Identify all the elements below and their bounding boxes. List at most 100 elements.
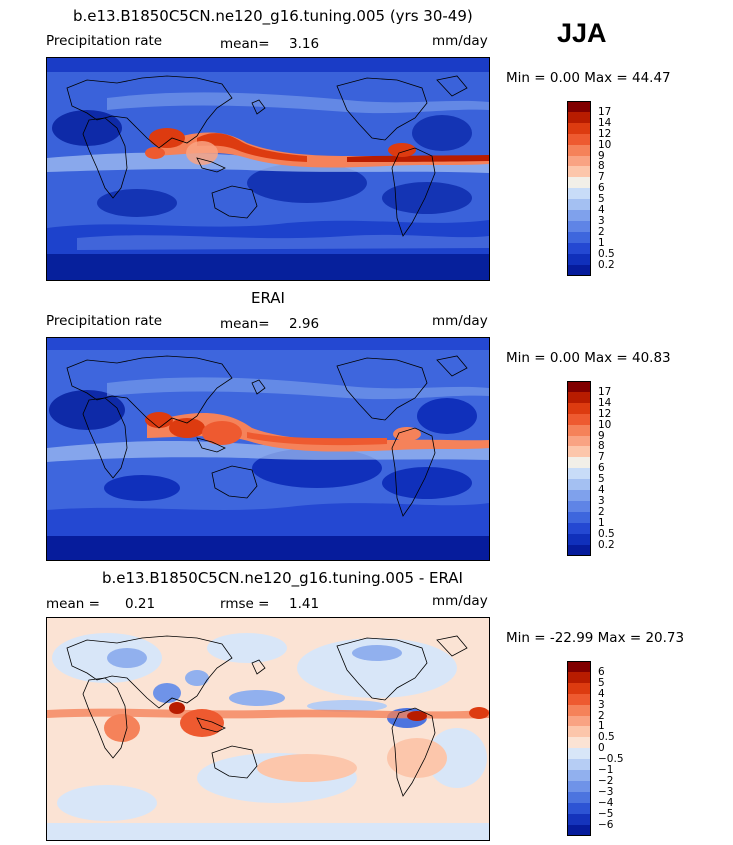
colorbar-tick-label: 0 [598, 742, 605, 755]
panel1-minmax: Min = 0.00 Max = 44.47 [506, 70, 671, 86]
colorbar-tick-label: 4 [598, 687, 605, 700]
colorbar-swatch [567, 166, 591, 178]
colorbar-swatch [567, 188, 591, 200]
colorbar-swatch [567, 704, 591, 716]
colorbar-tick-label: 1 [598, 236, 605, 249]
colorbar-tick-label: 0.5 [598, 247, 615, 260]
colorbar-swatch [567, 231, 591, 244]
colorbar-tick-label: 8 [598, 440, 605, 453]
panel1-precip-map [46, 57, 490, 281]
colorbar-swatch [567, 544, 591, 556]
colorbar-tick-label: 8 [598, 160, 605, 173]
colorbar-tick-label: 9 [598, 429, 605, 442]
colorbar-swatch [567, 693, 591, 706]
colorbar-tick-label: 12 [598, 407, 612, 420]
colorbar-tick-label: −0.5 [598, 753, 624, 766]
colorbar-swatch [567, 500, 591, 513]
colorbar-tick-label: 14 [598, 116, 612, 129]
colorbar-tick-label: 3 [598, 494, 605, 507]
colorbar-swatch [567, 111, 591, 124]
colorbar-tick-label: 4 [598, 204, 605, 216]
colorbar-tick-label: 10 [598, 138, 612, 151]
colorbar-tick-label: −2 [598, 774, 614, 787]
colorbar-swatch [567, 402, 591, 415]
colorbar-tick-label: 5 [598, 193, 605, 206]
colorbar-swatch [567, 133, 591, 146]
panel3-rmse-value: 1.41 [289, 596, 320, 612]
colorbar-tick-label: 7 [598, 171, 605, 184]
panel2-mean-label: mean= [220, 316, 270, 332]
panel3-mean-label: mean = [46, 596, 100, 612]
panel2-mean-value: 2.96 [289, 316, 320, 332]
colorbar-swatch [567, 802, 591, 815]
colorbar-tick-label: 1 [598, 516, 605, 529]
panel1-mean-value: 3.16 [289, 36, 320, 52]
panel1-variable-label: Precipitation rate [46, 33, 163, 49]
colorbar-swatch [567, 457, 591, 469]
colorbar-tick-label: 7 [598, 451, 605, 464]
panel3-minmax: Min = -22.99 Max = 20.73 [506, 630, 685, 646]
colorbar-swatch [567, 155, 591, 167]
panel2-variable-label: Precipitation rate [46, 313, 163, 329]
colorbar-tick-label: 4 [598, 484, 605, 496]
colorbar-tick-label: 6 [598, 462, 605, 475]
panel2-minmax: Min = 0.00 Max = 40.83 [506, 350, 671, 366]
colorbar-swatch [567, 177, 591, 189]
colorbar-swatch [567, 413, 591, 426]
colorbar-tick-label: 2 [598, 505, 605, 518]
colorbar-tick-label: 0.5 [598, 731, 615, 744]
colorbar-tick-label: 5 [598, 473, 605, 486]
colorbar-tick-label: −4 [598, 796, 614, 809]
colorbar-swatch [567, 671, 591, 684]
colorbar-tick-label: 3 [598, 698, 605, 711]
colorbar-tick-label: 10 [598, 418, 612, 431]
colorbar-swatch [567, 264, 591, 276]
colorbar-swatch [567, 748, 591, 760]
panel1-units: mm/day [432, 33, 488, 49]
colorbar-swatch [567, 490, 591, 502]
panel2-title: ERAI [251, 289, 285, 307]
colorbar-tick-label: 6 [598, 665, 605, 678]
colorbar-swatch [567, 210, 591, 222]
colorbar-swatch [567, 813, 591, 825]
colorbar-swatch [567, 661, 591, 673]
colorbar-swatch [567, 479, 591, 491]
colorbar-tick-label: 17 [598, 105, 612, 118]
colorbar-swatch [567, 759, 591, 771]
colorbar-swatch [567, 682, 591, 695]
colorbar-swatch [567, 220, 591, 233]
colorbar-swatch [567, 533, 591, 545]
colorbar-tick-label: 1 [598, 720, 605, 733]
colorbar-swatch [567, 791, 591, 804]
colorbar-swatch [567, 715, 591, 727]
colorbar-tick-label: 14 [598, 396, 612, 409]
colorbar-tick-label: 6 [598, 182, 605, 195]
colorbar-swatch [567, 242, 591, 255]
panel3-difference-map [46, 617, 490, 841]
colorbar-swatch [567, 824, 591, 836]
season-label: JJA [557, 18, 607, 48]
colorbar-tick-label: −1 [598, 764, 614, 776]
panel3-mean-value: 0.21 [125, 596, 156, 612]
colorbar-swatch [567, 253, 591, 265]
colorbar-swatch [567, 199, 591, 211]
colorbar-tick-label: 5 [598, 676, 605, 689]
colorbar-swatch [567, 726, 591, 738]
colorbar-swatch [567, 780, 591, 793]
panel1-mean-label: mean= [220, 36, 270, 52]
colorbar-swatch [567, 144, 591, 156]
colorbar-tick-label: −5 [598, 807, 614, 820]
colorbar-tick-label: 9 [598, 149, 605, 162]
panel2-precip-map [46, 337, 490, 561]
colorbar-tick-label: 12 [598, 127, 612, 140]
colorbar-swatch [567, 770, 591, 782]
colorbar-swatch [567, 446, 591, 458]
colorbar-tick-label: 2 [598, 225, 605, 238]
colorbar-tick-label: 2 [598, 709, 605, 722]
panel3-units: mm/day [432, 593, 488, 609]
colorbar-swatch [567, 468, 591, 480]
panel1-title: b.e13.B1850C5CN.ne120_g16.tuning.005 (yr… [73, 7, 473, 25]
colorbar-swatch [567, 381, 591, 393]
colorbar-swatch [567, 737, 591, 749]
panel3-title: b.e13.B1850C5CN.ne120_g16.tuning.005 - E… [102, 569, 463, 587]
